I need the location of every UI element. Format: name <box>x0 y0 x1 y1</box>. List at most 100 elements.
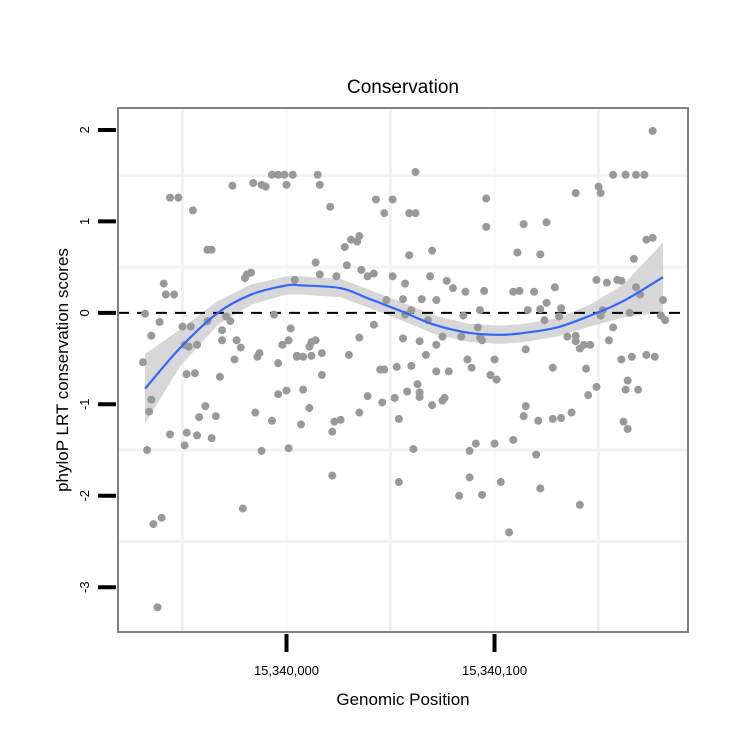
data-point <box>207 245 216 254</box>
data-point <box>380 209 389 218</box>
data-point <box>405 209 414 218</box>
data-point <box>363 392 372 401</box>
data-point <box>534 416 543 425</box>
data-point <box>617 355 626 364</box>
data-point <box>571 331 580 340</box>
data-point <box>238 504 247 513</box>
data-point <box>509 287 518 296</box>
data-point <box>251 408 260 417</box>
data-point <box>465 473 474 482</box>
data-point <box>290 275 299 284</box>
x-tick-label: 15,340,000 <box>254 663 319 678</box>
data-point <box>536 484 545 493</box>
data-point <box>519 220 528 229</box>
data-point <box>155 317 164 326</box>
data-point <box>513 248 522 257</box>
data-point <box>274 170 283 179</box>
data-point <box>369 269 378 278</box>
data-point <box>442 276 451 285</box>
y-tick-label: 2 <box>77 126 92 133</box>
data-point <box>480 286 489 295</box>
panel-background <box>118 108 688 632</box>
data-point <box>232 336 241 345</box>
data-point <box>619 417 628 426</box>
data-point <box>438 332 447 341</box>
data-point <box>448 284 457 293</box>
data-point <box>482 194 491 203</box>
data-point <box>536 305 545 314</box>
data-point <box>330 417 339 426</box>
data-point <box>278 340 287 349</box>
data-point <box>355 232 364 241</box>
data-point <box>157 513 166 522</box>
data-point <box>567 408 576 417</box>
data-point <box>592 382 601 391</box>
y-tick-label: 1 <box>77 218 92 225</box>
data-point <box>336 415 345 424</box>
data-point <box>557 304 566 313</box>
data-point <box>415 337 424 346</box>
data-point <box>634 385 643 394</box>
data-point <box>473 323 482 332</box>
data-point <box>147 395 156 404</box>
data-point <box>280 170 289 179</box>
data-point <box>311 336 320 345</box>
data-point <box>465 446 474 455</box>
data-point <box>392 362 401 371</box>
data-point <box>413 380 422 389</box>
data-point <box>315 180 324 189</box>
data-point <box>147 331 156 340</box>
data-point <box>594 182 603 191</box>
data-point <box>284 444 293 453</box>
data-point <box>193 431 202 440</box>
data-point <box>174 193 183 202</box>
data-point <box>540 316 549 325</box>
data-point <box>555 312 564 321</box>
data-point <box>317 349 326 358</box>
data-point <box>328 427 337 436</box>
data-point <box>523 306 532 315</box>
data-point <box>571 189 580 198</box>
data-point <box>388 195 397 204</box>
data-point <box>305 403 314 412</box>
data-point <box>145 407 154 416</box>
data-point <box>326 202 335 211</box>
data-point <box>207 434 216 443</box>
data-point <box>382 296 391 305</box>
data-point <box>592 275 601 284</box>
data-point <box>149 520 158 529</box>
data-point <box>317 371 326 380</box>
data-point <box>218 336 227 345</box>
data-point <box>346 235 355 244</box>
data-point <box>369 320 378 329</box>
data-point <box>407 361 416 370</box>
data-point <box>138 358 147 367</box>
data-point <box>609 323 618 332</box>
x-axis: 15,340,000 15,340,100 <box>254 634 527 678</box>
data-point <box>428 401 437 410</box>
data-point <box>596 189 605 198</box>
data-point <box>444 367 453 376</box>
data-point <box>509 435 518 444</box>
data-point <box>186 322 195 331</box>
data-point <box>661 316 670 325</box>
data-point <box>188 206 197 215</box>
data-point <box>627 352 636 361</box>
data-point <box>642 350 651 359</box>
data-point <box>648 126 657 135</box>
data-point <box>405 251 414 260</box>
data-point <box>475 306 484 315</box>
data-point <box>170 290 179 299</box>
data-point <box>455 491 464 500</box>
data-point <box>230 355 239 364</box>
data-point <box>548 363 557 372</box>
data-point <box>432 340 441 349</box>
data-point <box>184 342 193 351</box>
chart-title: Conservation <box>347 77 459 98</box>
data-point <box>563 332 572 341</box>
y-tick-label: -2 <box>77 490 92 502</box>
data-point <box>426 272 435 281</box>
data-point <box>542 218 551 227</box>
data-point <box>623 424 632 433</box>
data-point <box>178 322 187 331</box>
